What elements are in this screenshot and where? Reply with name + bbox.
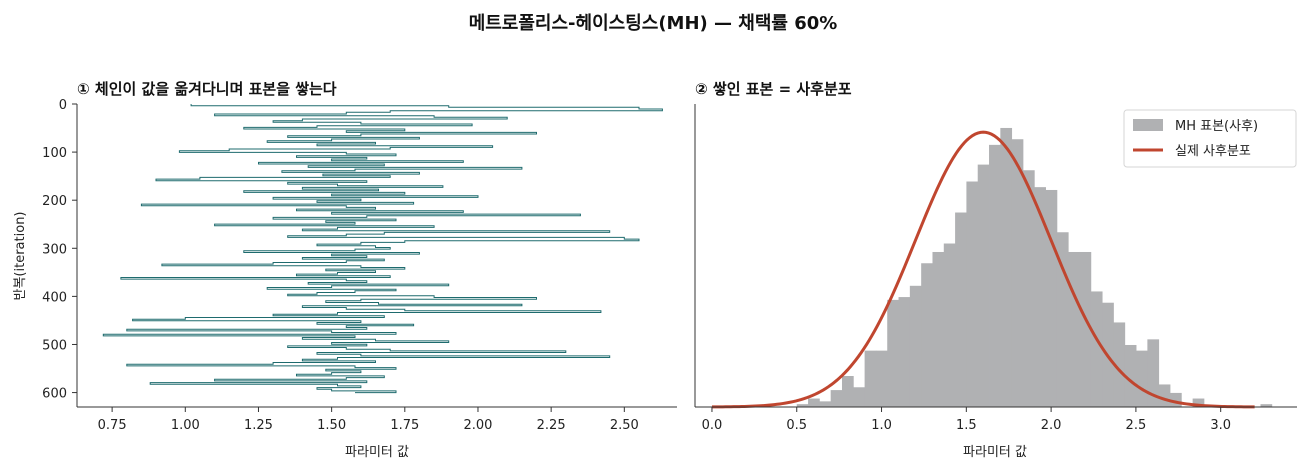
trace-y-tick-label: 600 <box>42 387 67 402</box>
legend-curve-label: 실제 사후분포 <box>1175 144 1251 159</box>
histogram-bar <box>898 297 911 407</box>
histogram-bar <box>1158 384 1171 407</box>
histogram-bar <box>921 263 933 407</box>
histogram-bar <box>853 387 866 407</box>
histogram-x-tick-label: 1.0 <box>871 418 892 433</box>
trace-series-line <box>102 104 663 394</box>
histogram-x-axis-label: 파라미터 값 <box>963 445 1027 460</box>
histogram-bar <box>1113 322 1126 407</box>
legend-frame <box>1123 109 1297 168</box>
histogram-bar <box>1136 350 1148 407</box>
legend-hist-swatch <box>1133 119 1163 131</box>
legend-hist-label: MH 표본(사후) <box>1175 119 1258 134</box>
trace-title: ① 체인이 값을 옮겨다니며 표본을 쌓는다 <box>77 80 337 98</box>
histogram-axes: 0.0 0.5 1.0 1.5 2.0 2.5 3.0 <box>694 104 1297 433</box>
trace-y-tick-label: 500 <box>42 338 67 353</box>
trace-y-tick-label: 300 <box>42 242 67 257</box>
histogram-x-tick-label: 0.0 <box>702 418 723 433</box>
trace-y-tick-label: 0 <box>59 98 67 113</box>
histogram-bar <box>1011 139 1024 408</box>
histogram-x-tick-label: 3.0 <box>1210 418 1231 433</box>
histogram-x-tick-label: 1.5 <box>956 418 977 433</box>
histogram-bar <box>1192 398 1205 407</box>
figure-title: 메트로폴리스-헤이스팅스(MH) — 채택률 60% <box>469 13 838 34</box>
histogram-bar <box>1068 251 1080 407</box>
histogram-bar <box>819 401 832 407</box>
trace-y-axis-label: 반복(iteration) <box>13 212 28 301</box>
histogram-x-tick-label: 2.5 <box>1126 418 1147 433</box>
trace-x-tick-label: 1.00 <box>171 418 200 433</box>
histogram-bar <box>796 404 809 407</box>
posterior-panel: ② 쌓인 표본 = 사후분포 0.0 0.5 1.0 1.5 2.0 2.5 3.0 파라미… <box>694 80 1297 460</box>
histogram-bar <box>841 376 854 407</box>
trace-axes: 0.75 1.00 1.25 1.50 1.75 2.00 2.25 2.50 0 100 200 3… <box>42 98 677 433</box>
trace-y-tick-label: 400 <box>42 290 67 305</box>
trace-y-tick-label: 200 <box>42 194 67 209</box>
trace-x-tick-label: 0.75 <box>98 418 127 433</box>
trace-x-axis-label: 파라미터 값 <box>345 445 409 460</box>
histogram-bar <box>1260 404 1273 407</box>
histogram-bar <box>864 350 877 407</box>
trace-x-tick-label: 1.50 <box>317 418 346 433</box>
histogram-bar <box>943 243 956 407</box>
histogram-bar <box>830 390 843 407</box>
histogram-bar <box>966 181 979 407</box>
trace-x-tick-label: 2.00 <box>463 418 492 433</box>
histogram-bar <box>1147 339 1160 407</box>
histogram-plot-area <box>711 127 1273 409</box>
posterior-title: ② 쌓인 표본 = 사후분포 <box>695 80 852 98</box>
histogram-bar <box>1090 291 1103 407</box>
histogram-bar <box>977 164 990 407</box>
density-curve <box>711 130 1255 409</box>
histogram-bar <box>1124 344 1137 407</box>
histogram-x-tick-label: 2.0 <box>1041 418 1062 433</box>
histogram-bar <box>1000 127 1013 408</box>
histogram-bar <box>887 299 899 407</box>
trace-y-tick-label: 100 <box>42 146 67 161</box>
histogram-bar <box>909 285 922 407</box>
histogram-bar <box>955 212 967 407</box>
histogram-bar <box>1079 251 1092 407</box>
histogram-bar <box>808 398 820 407</box>
histogram-bar <box>989 144 1001 407</box>
histogram-bar <box>1056 232 1069 407</box>
histogram-bar <box>1170 392 1182 407</box>
histogram-bar <box>875 350 888 407</box>
histogram-bar <box>1034 187 1046 407</box>
trace-x-tick-label: 1.25 <box>244 418 273 433</box>
trace-x-tick-label: 2.25 <box>537 418 566 433</box>
trace-x-tick-label: 1.75 <box>390 418 419 433</box>
histogram-x-tick-label: 0.5 <box>786 418 807 433</box>
trace-panel: ① 체인이 값을 옮겨다니며 표본을 쌓는다 0.75 1.00 1.25 1.50 1… <box>13 80 677 460</box>
histogram-bar <box>1045 189 1058 407</box>
trace-plot-area <box>102 104 663 394</box>
histogram-bar <box>932 251 945 407</box>
trace-x-tick-label: 2.50 <box>610 418 639 433</box>
legend: MH 표본(사후) 실제 사후분포 <box>1123 109 1297 168</box>
histogram-bar <box>1022 170 1035 407</box>
